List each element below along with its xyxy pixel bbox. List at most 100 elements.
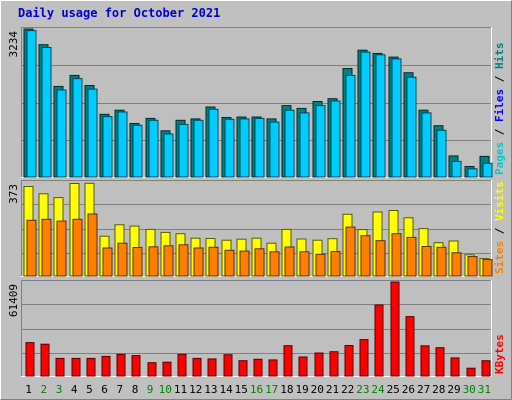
legend-visits-sites: Sites / Visits: [493, 181, 506, 274]
bar-files-day-27: [421, 112, 432, 178]
chart-panels: 3234 Pages / Files / Hits 373 Sites / Visit…: [7, 27, 506, 377]
legend-separator: /: [493, 221, 506, 241]
x-tick-label: 10: [159, 383, 172, 396]
bar-kbytes-day-13: [207, 358, 217, 377]
bar-files-day-29: [451, 160, 462, 178]
bar-sites-day-14: [224, 249, 235, 277]
bar-sites-day-10: [163, 245, 174, 277]
legend-item-hits: Hits: [493, 43, 506, 70]
x-tick-label: 3: [56, 383, 63, 396]
bar-kbytes-day-10: [162, 361, 172, 377]
bar-sites-day-23: [360, 235, 371, 277]
bar-sites-day-13: [208, 246, 219, 277]
bar-kbytes-day-9: [147, 362, 157, 377]
x-tick-label: 29: [447, 383, 460, 396]
legend-separator: /: [493, 69, 506, 89]
x-tick-label: 31: [478, 383, 491, 396]
bar-files-day-21: [330, 100, 341, 178]
bar-sites-day-26: [406, 236, 417, 277]
bar-kbytes-day-4: [71, 357, 81, 377]
panel-kbytes: 61409 KBytes: [7, 280, 506, 377]
legend-item-kbytes: KBytes: [493, 334, 506, 374]
bar-sites-day-20: [315, 253, 326, 277]
y-max-label: 61409: [7, 284, 20, 317]
bar-kbytes-day-26: [405, 316, 415, 377]
x-tick-label: 27: [417, 383, 430, 396]
bar-files-day-19: [299, 112, 310, 178]
x-tick-label: 26: [402, 383, 415, 396]
bar-kbytes-day-20: [314, 352, 324, 377]
bar-files-day-9: [148, 119, 159, 178]
bar-kbytes-day-30: [466, 367, 476, 377]
bar-kbytes-day-6: [101, 355, 111, 377]
y-max-label: 3234: [7, 31, 20, 58]
bar-files-day-8: [132, 124, 143, 178]
bar-files-day-13: [208, 108, 219, 178]
series-sites: [26, 213, 493, 277]
bar-kbytes-day-8: [131, 355, 141, 377]
x-tick-label: 8: [132, 383, 139, 396]
x-tick-label: 14: [219, 383, 233, 396]
bar-sites-day-12: [193, 247, 204, 277]
bar-sites-day-11: [178, 244, 189, 277]
panel-hits-files-pages: 3234 Pages / Files / Hits: [7, 27, 506, 178]
bar-files-day-31: [482, 162, 493, 178]
y-max-label: 373: [7, 184, 20, 204]
x-tick-label: 17: [265, 383, 278, 396]
bar-kbytes-day-18: [283, 345, 293, 377]
bar-files-day-28: [436, 129, 447, 178]
bar-sites-day-28: [436, 246, 447, 277]
x-tick-label: 30: [463, 383, 476, 396]
bar-files-day-16: [254, 117, 265, 178]
chart-title: Daily usage for October 2021: [18, 6, 220, 20]
bar-kbytes-day-15: [238, 360, 248, 377]
bar-files-day-30: [467, 168, 478, 178]
bar-kbytes-day-11: [177, 353, 187, 377]
bar-files-day-3: [56, 89, 67, 178]
bar-kbytes-day-1: [25, 342, 35, 377]
x-tick-label: 11: [174, 383, 187, 396]
bar-sites-day-17: [269, 251, 280, 277]
bar-sites-day-1: [26, 219, 37, 277]
bar-sites-day-15: [239, 250, 250, 277]
bar-kbytes-day-7: [116, 353, 126, 377]
panel-visits-sites: 373 Sites / Visits: [7, 180, 506, 277]
series-kbytes: [25, 281, 491, 377]
bar-files-day-12: [193, 119, 204, 178]
bar-kbytes-day-3: [55, 357, 65, 377]
bar-sites-day-29: [451, 252, 462, 277]
bar-sites-day-3: [56, 220, 67, 277]
bar-files-day-15: [239, 118, 250, 178]
x-tick-label: 18: [280, 383, 293, 396]
bar-kbytes-day-5: [86, 357, 96, 377]
bar-sites-day-7: [117, 242, 128, 277]
bar-files-day-11: [178, 123, 189, 178]
bar-files-day-23: [360, 51, 371, 178]
x-tick-label: 25: [387, 383, 400, 396]
bar-files-day-1: [26, 30, 37, 178]
legend-item-sites: Sites: [493, 241, 506, 274]
bar-sites-day-22: [345, 226, 356, 277]
bar-kbytes-day-21: [329, 351, 339, 377]
x-tick-label: 12: [189, 383, 202, 396]
x-tick-label: 7: [116, 383, 123, 396]
x-tick-label: 4: [71, 383, 78, 396]
x-tick-label: 2: [40, 383, 47, 396]
x-tick-label: 21: [326, 383, 339, 396]
bar-sites-day-4: [72, 218, 83, 277]
bar-kbytes-day-31: [481, 360, 491, 377]
x-tick-label: 28: [432, 383, 445, 396]
bar-kbytes-day-27: [420, 345, 430, 377]
bar-files-day-25: [391, 58, 402, 178]
bar-kbytes-day-16: [253, 358, 263, 377]
bar-sites-day-19: [299, 251, 310, 277]
bar-kbytes-day-12: [192, 357, 202, 377]
legend-separator: /: [493, 122, 506, 142]
bar-kbytes-day-19: [298, 356, 308, 377]
bar-files-day-5: [87, 88, 98, 178]
x-tick-label: 23: [356, 383, 369, 396]
x-tick-label: 19: [295, 383, 308, 396]
bar-sites-day-9: [148, 246, 159, 277]
